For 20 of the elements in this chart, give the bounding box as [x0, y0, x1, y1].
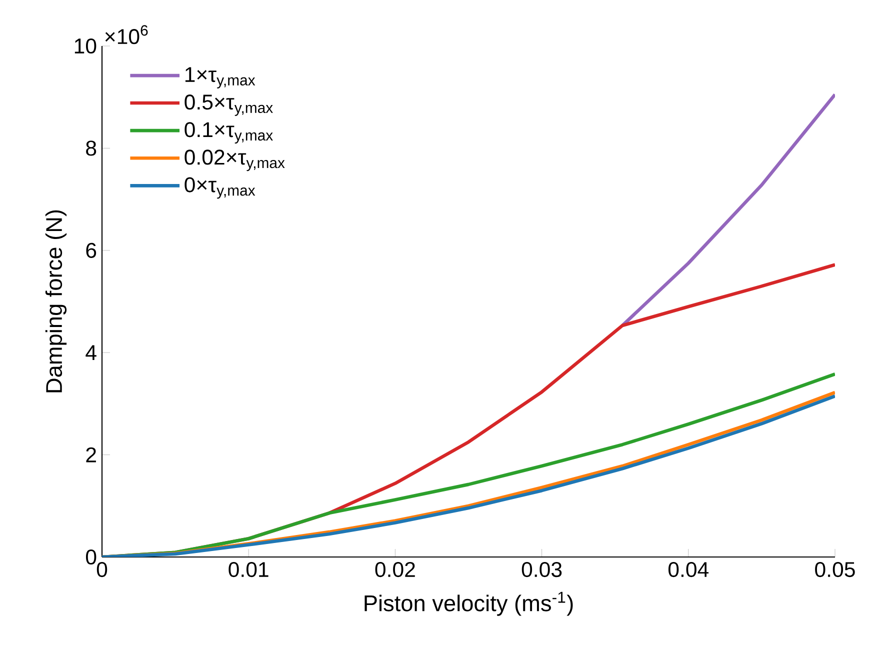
x-tick-label: 0.01	[228, 562, 268, 578]
y-tick-label: 4	[86, 345, 96, 360]
x-tick-label: 0	[96, 562, 108, 578]
x-tick-label: 0.03	[522, 562, 562, 578]
y-tick-label: 2	[86, 447, 96, 462]
legend-label: 0.5×τ$_{y,max}$	[184, 94, 273, 116]
x-tick-label: 0.02	[375, 562, 415, 578]
x-tick-label: 0.05	[815, 562, 855, 578]
legend-label: 1×τ$_{y,max}$	[185, 67, 256, 88]
y-axis-title: Damping force (N)	[45, 210, 67, 392]
x-axis-title: Piston velocity (ms$^{-1}$)	[364, 592, 573, 616]
y-tick-label: 8	[86, 140, 96, 156]
legend-label: 0×τ$_{y,max}$	[184, 177, 256, 199]
y-tick-label: 0	[86, 549, 96, 565]
x-tick-label: 0.04	[668, 562, 709, 578]
legend-label: 0.1×τ$_{y,max}$	[184, 122, 273, 144]
text: ×10$^{6}$	[105, 25, 148, 44]
y-tick-label: 6	[86, 242, 96, 258]
y-tick-label: 10	[74, 38, 96, 54]
legend-label: 0.02×τ$_{y,max}$	[184, 150, 285, 172]
